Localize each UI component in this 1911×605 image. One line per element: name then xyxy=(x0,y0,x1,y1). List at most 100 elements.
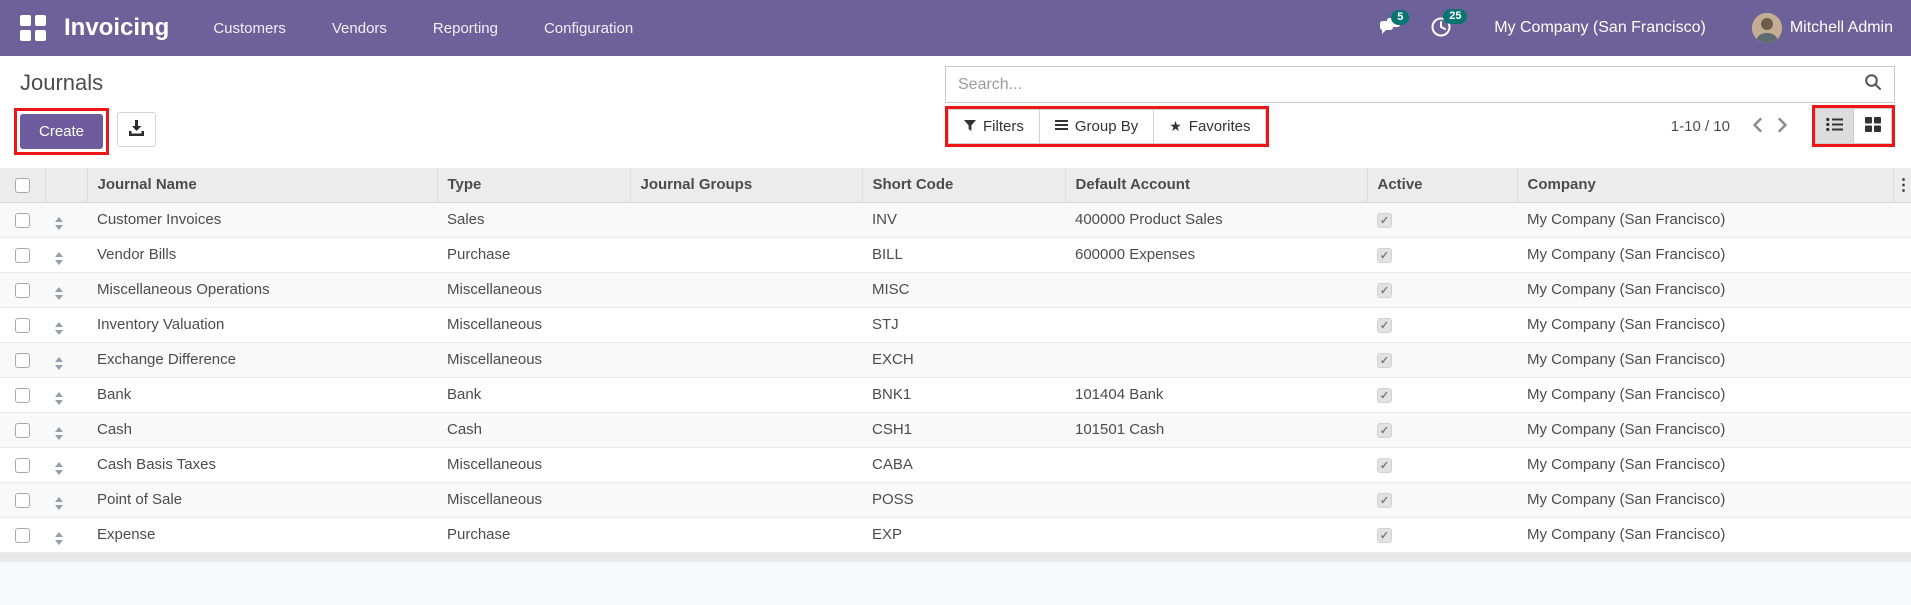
filters-button[interactable]: Filters xyxy=(948,108,1040,144)
cell-short-code[interactable]: STJ xyxy=(862,307,1065,343)
row-checkbox[interactable] xyxy=(15,317,30,333)
cell-journal-name[interactable]: Exchange Difference xyxy=(87,342,437,378)
drag-handle-icon[interactable] xyxy=(55,532,63,545)
cell-short-code[interactable]: CSH1 xyxy=(862,412,1065,448)
drag-handle-icon[interactable] xyxy=(55,462,63,475)
cell-company[interactable]: My Company (San Francisco) xyxy=(1517,342,1893,378)
cell-journal-name[interactable]: Cash xyxy=(87,412,437,448)
cell-short-code[interactable]: INV xyxy=(862,202,1065,238)
cell-journal-groups[interactable] xyxy=(630,342,862,378)
cell-default-account[interactable]: 600000 Expenses xyxy=(1065,237,1367,273)
cell-short-code[interactable]: EXCH xyxy=(862,342,1065,378)
drag-handle-icon[interactable] xyxy=(55,252,63,265)
table-row[interactable]: Exchange Difference Miscellaneous EXCH ✓… xyxy=(0,342,1911,378)
cell-journal-groups[interactable] xyxy=(630,482,862,518)
pager-previous-button[interactable] xyxy=(1744,113,1770,140)
drag-handle-icon[interactable] xyxy=(55,497,63,510)
table-row[interactable]: Miscellaneous Operations Miscellaneous M… xyxy=(0,272,1911,308)
search-input[interactable] xyxy=(958,75,1864,94)
cell-journal-groups[interactable] xyxy=(630,202,862,238)
table-row[interactable]: Inventory Valuation Miscellaneous STJ ✓ … xyxy=(0,307,1911,343)
row-checkbox[interactable] xyxy=(15,282,30,298)
export-button[interactable] xyxy=(117,112,157,147)
row-checkbox[interactable] xyxy=(15,492,30,508)
cell-company[interactable]: My Company (San Francisco) xyxy=(1517,482,1893,518)
cell-default-account[interactable] xyxy=(1065,272,1367,308)
user-menu[interactable]: Mitchell Admin xyxy=(1751,13,1893,43)
cell-journal-groups[interactable] xyxy=(630,272,862,308)
cell-journal-groups[interactable] xyxy=(630,412,862,448)
cell-default-account[interactable] xyxy=(1065,517,1367,553)
cell-short-code[interactable]: BILL xyxy=(862,237,1065,273)
cell-default-account[interactable]: 101404 Bank xyxy=(1065,377,1367,413)
menu-customers[interactable]: Customers xyxy=(213,19,286,37)
cell-journal-name[interactable]: Inventory Valuation xyxy=(87,307,437,343)
cell-journal-groups[interactable] xyxy=(630,237,862,273)
cell-journal-name[interactable]: Customer Invoices xyxy=(87,202,437,238)
drag-handle-icon[interactable] xyxy=(55,217,63,230)
cell-type[interactable]: Miscellaneous xyxy=(437,307,630,343)
table-row[interactable]: Customer Invoices Sales INV 400000 Produ… xyxy=(0,202,1911,238)
pager-next-button[interactable] xyxy=(1770,113,1796,140)
messages-button[interactable]: 5 xyxy=(1378,9,1410,40)
cell-type[interactable]: Miscellaneous xyxy=(437,482,630,518)
optional-columns-toggle-icon[interactable]: ⋮ xyxy=(1895,176,1911,194)
cell-journal-name[interactable]: Cash Basis Taxes xyxy=(87,447,437,483)
drag-handle-icon[interactable] xyxy=(55,392,63,405)
search-icon[interactable] xyxy=(1864,73,1882,96)
cell-company[interactable]: My Company (San Francisco) xyxy=(1517,377,1893,413)
apps-grid-icon[interactable] xyxy=(18,13,48,43)
cell-type[interactable]: Miscellaneous xyxy=(437,447,630,483)
app-title[interactable]: Invoicing xyxy=(64,14,170,41)
cell-type[interactable]: Sales xyxy=(437,202,630,238)
column-header-journal-groups[interactable]: Journal Groups xyxy=(629,168,862,203)
table-row[interactable]: Cash Basis Taxes Miscellaneous CABA ✓ My… xyxy=(0,447,1911,483)
menu-reporting[interactable]: Reporting xyxy=(432,19,498,37)
cell-default-account[interactable] xyxy=(1065,447,1367,483)
column-header-active[interactable]: Active xyxy=(1366,168,1517,203)
table-row[interactable]: Point of Sale Miscellaneous POSS ✓ My Co… xyxy=(0,482,1911,518)
drag-handle-icon[interactable] xyxy=(55,427,63,440)
cell-company[interactable]: My Company (San Francisco) xyxy=(1517,202,1893,238)
search-bar[interactable] xyxy=(945,66,1895,103)
cell-journal-groups[interactable] xyxy=(630,307,862,343)
cell-journal-groups[interactable] xyxy=(630,447,862,483)
cell-default-account[interactable] xyxy=(1065,307,1367,343)
column-header-type[interactable]: Type xyxy=(436,168,630,203)
cell-type[interactable]: Miscellaneous xyxy=(437,342,630,378)
activities-button[interactable]: 25 xyxy=(1430,8,1468,41)
cell-company[interactable]: My Company (San Francisco) xyxy=(1517,412,1893,448)
drag-handle-icon[interactable] xyxy=(55,287,63,300)
cell-short-code[interactable]: MISC xyxy=(862,272,1065,308)
cell-short-code[interactable]: CABA xyxy=(862,447,1065,483)
table-row[interactable]: Bank Bank BNK1 101404 Bank ✓ My Company … xyxy=(0,377,1911,413)
table-row[interactable]: Cash Cash CSH1 101501 Cash ✓ My Company … xyxy=(0,412,1911,448)
column-header-journal-name[interactable]: Journal Name xyxy=(86,168,437,203)
cell-default-account[interactable]: 101501 Cash xyxy=(1065,412,1367,448)
cell-type[interactable]: Cash xyxy=(437,412,630,448)
kanban-view-button[interactable] xyxy=(1853,108,1892,144)
cell-short-code[interactable]: POSS xyxy=(862,482,1065,518)
menu-vendors[interactable]: Vendors xyxy=(331,19,387,37)
row-checkbox[interactable] xyxy=(15,212,30,228)
cell-default-account[interactable]: 400000 Product Sales xyxy=(1065,202,1367,238)
cell-default-account[interactable] xyxy=(1065,482,1367,518)
row-checkbox[interactable] xyxy=(15,422,30,438)
menu-configuration[interactable]: Configuration xyxy=(543,19,634,37)
create-button[interactable]: Create xyxy=(20,114,104,149)
cell-journal-name[interactable]: Miscellaneous Operations xyxy=(87,272,437,308)
cell-journal-groups[interactable] xyxy=(630,377,862,413)
column-header-short-code[interactable]: Short Code xyxy=(861,168,1065,203)
cell-type[interactable]: Miscellaneous xyxy=(437,272,630,308)
cell-type[interactable]: Bank xyxy=(437,377,630,413)
row-checkbox[interactable] xyxy=(15,457,30,473)
row-checkbox[interactable] xyxy=(15,247,30,263)
table-row[interactable]: Vendor Bills Purchase BILL 600000 Expens… xyxy=(0,237,1911,273)
row-checkbox[interactable] xyxy=(15,352,30,368)
cell-journal-name[interactable]: Vendor Bills xyxy=(87,237,437,273)
group-by-button[interactable]: Group By xyxy=(1038,108,1155,144)
cell-journal-name[interactable]: Point of Sale xyxy=(87,482,437,518)
table-row[interactable]: Expense Purchase EXP ✓ My Company (San F… xyxy=(0,517,1911,553)
cell-journal-groups[interactable] xyxy=(630,517,862,553)
row-checkbox[interactable] xyxy=(15,387,30,403)
